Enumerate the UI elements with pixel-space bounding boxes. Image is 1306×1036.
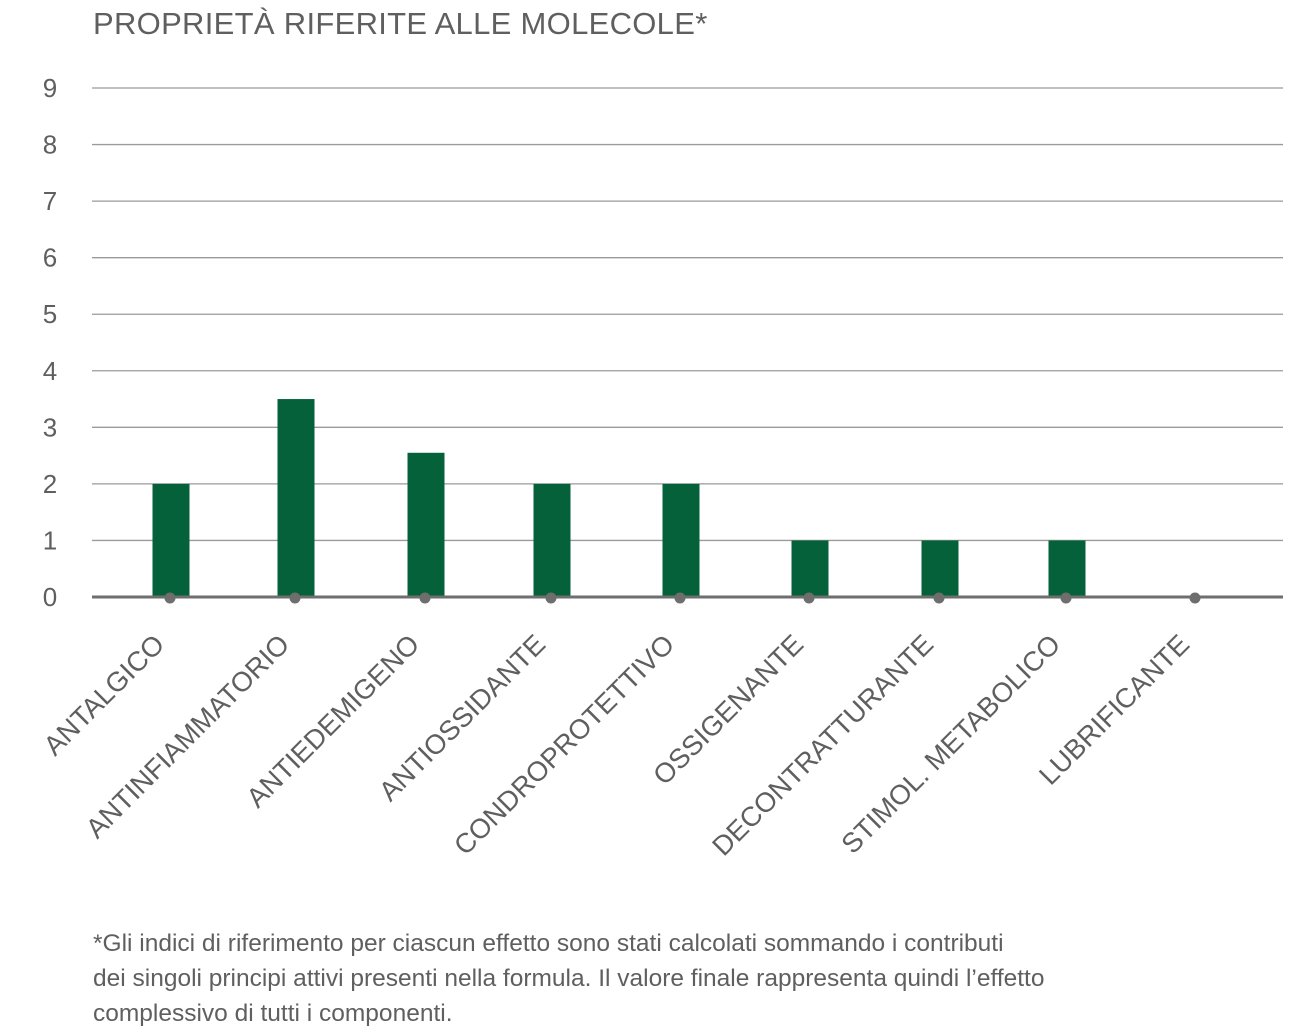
- y-tick-label: 5: [43, 299, 57, 329]
- bar: [921, 540, 959, 597]
- bar-chart: 0 1 2 3 4 5 6 7 8 9 ANTALGICOANTINFIAMMATORIOANTI…: [37, 73, 1283, 862]
- y-tick-label: 0: [43, 582, 57, 612]
- x-tick-label: ANTALGICO: [37, 628, 170, 761]
- footnote-line: complessivo di tutti i componenti.: [93, 1000, 453, 1027]
- y-tick-label: 3: [43, 412, 57, 442]
- x-axis-marker: [545, 592, 557, 604]
- bar: [662, 483, 700, 597]
- bar: [533, 483, 571, 597]
- x-axis-marker: [1060, 592, 1072, 604]
- chart-title: PROPRIETÀ RIFERITE ALLE MOLECOLE*: [93, 6, 708, 41]
- x-axis-marker: [674, 592, 686, 604]
- bar: [407, 452, 445, 597]
- x-tick-label: CONDROPROTETTIVO: [448, 628, 681, 861]
- y-tick-label: 6: [43, 243, 57, 273]
- bar: [791, 540, 829, 597]
- x-axis-marker: [1189, 592, 1201, 604]
- bars: [152, 399, 1086, 597]
- bar: [1048, 540, 1086, 597]
- x-axis-marker: [419, 592, 431, 604]
- footnote-line: *Gli indici di riferimento per ciascun e…: [93, 930, 1004, 957]
- y-tick-label: 1: [43, 525, 57, 555]
- x-tick-label: DECONTRATTURANTE: [706, 628, 939, 861]
- x-axis-labels: ANTALGICOANTINFIAMMATORIOANTIEDEMIGENOAN…: [37, 628, 1195, 861]
- bar: [277, 399, 315, 597]
- y-tick-label: 2: [43, 469, 57, 499]
- x-axis-marker: [164, 592, 176, 604]
- y-tick-label: 7: [43, 186, 57, 216]
- y-tick-label: 9: [43, 73, 57, 103]
- footnote-line: dei singoli principi attivi presenti nel…: [93, 965, 1045, 992]
- x-axis-marker: [803, 592, 815, 604]
- footnote: *Gli indici di riferimento per ciascun e…: [93, 926, 1273, 1031]
- x-tick-label: STIMOL. METABOLICO: [835, 628, 1066, 859]
- y-axis-ticks: 0 1 2 3 4 5 6 7 8 9: [43, 73, 57, 612]
- x-axis-marker: [289, 592, 301, 604]
- y-tick-label: 8: [43, 130, 57, 160]
- y-tick-label: 4: [43, 356, 57, 386]
- gridlines: [92, 87, 1283, 542]
- bar: [152, 483, 190, 597]
- x-axis: [92, 592, 1283, 604]
- x-axis-marker: [933, 592, 945, 604]
